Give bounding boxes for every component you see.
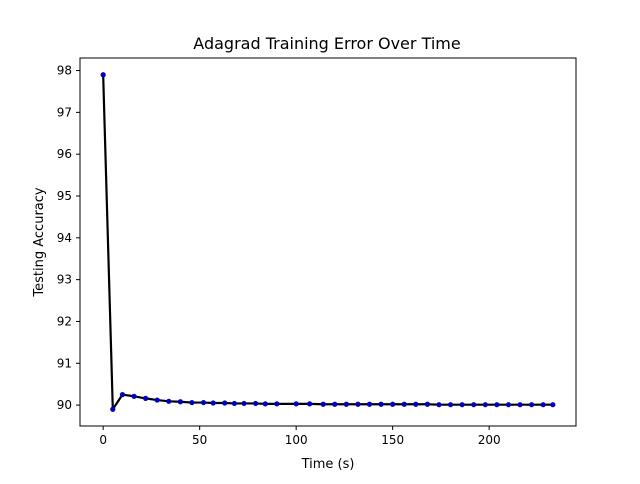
data-point [253, 400, 259, 407]
data-point [494, 402, 500, 408]
data-point [517, 402, 523, 408]
data-point [459, 402, 465, 408]
y-axis-label: Testing Accuracy [32, 187, 47, 297]
data-point [154, 397, 160, 403]
data-point [320, 401, 326, 407]
data-point [424, 401, 430, 407]
plot-area [100, 72, 556, 412]
data-point [200, 399, 207, 406]
data-point [293, 401, 299, 407]
y-tick-label: 96 [57, 147, 72, 161]
data-point [110, 406, 116, 412]
data-point [529, 402, 535, 408]
data-point [366, 401, 373, 407]
data-point [332, 401, 338, 407]
data-point [131, 393, 137, 399]
data-point [189, 399, 195, 406]
data-point [505, 402, 512, 408]
data-point [355, 401, 361, 407]
x-tick-label: 150 [381, 433, 404, 447]
data-point [177, 399, 183, 405]
x-axis-label: Time (s) [301, 457, 355, 472]
data-point [274, 401, 280, 407]
data-point [307, 401, 313, 407]
data-point [401, 401, 407, 407]
series-line [102, 74, 553, 411]
y-tick-label: 97 [57, 105, 72, 119]
data-point [262, 401, 268, 407]
data-point [550, 402, 556, 408]
x-tick-label: 200 [478, 433, 501, 447]
data-point [100, 72, 106, 78]
x-axis: 0 50 100 150 200 [99, 426, 501, 447]
y-axis: 90 91 92 93 94 95 96 97 98 [57, 64, 80, 412]
data-point [210, 400, 216, 406]
data-point [378, 401, 384, 407]
data-point [390, 401, 396, 407]
data-point [143, 395, 149, 401]
data-point [471, 402, 477, 408]
y-tick-label: 98 [57, 64, 72, 78]
x-tick-label: 0 [99, 433, 107, 447]
chart-title: Adagrad Training Error Over Time [193, 34, 460, 53]
y-tick-label: 95 [57, 189, 72, 203]
x-tick-label: 100 [285, 433, 308, 447]
data-point [231, 400, 237, 407]
data-point [222, 400, 228, 406]
y-tick-label: 90 [57, 398, 72, 412]
y-tick-label: 92 [57, 314, 72, 328]
data-point [436, 402, 442, 408]
data-point [119, 392, 126, 398]
data-point [241, 400, 247, 407]
data-point [482, 402, 488, 408]
plot-frame [79, 57, 577, 427]
y-tick-label: 91 [57, 356, 72, 370]
data-point [413, 401, 419, 407]
data-point [540, 402, 546, 408]
data-point [343, 401, 349, 407]
y-tick-label: 94 [57, 231, 72, 245]
x-tick-label: 50 [192, 433, 207, 447]
data-point [166, 398, 172, 404]
data-point [447, 402, 454, 408]
y-tick-label: 93 [57, 273, 72, 287]
